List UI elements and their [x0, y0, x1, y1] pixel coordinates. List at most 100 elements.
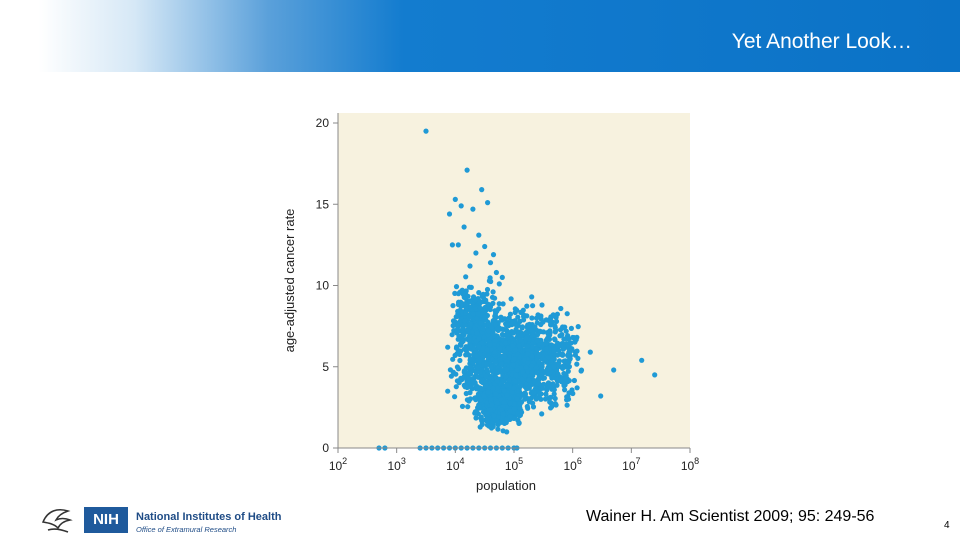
cluster-point	[534, 337, 540, 344]
cluster-point	[525, 351, 531, 357]
title-bar: Yet Another Look…	[0, 0, 960, 72]
cluster-point	[487, 407, 494, 413]
cluster-point	[533, 365, 539, 371]
cluster-point	[537, 390, 543, 397]
cluster-point	[488, 324, 495, 330]
x-tick-label: 102	[329, 456, 347, 473]
cluster-point	[482, 379, 489, 385]
cluster-point	[484, 347, 490, 353]
cluster-point	[500, 428, 506, 434]
nih-logo-box: NIH	[84, 507, 128, 533]
data-point	[539, 302, 545, 308]
x-tick-label: 104	[446, 456, 464, 473]
cluster-point	[525, 343, 531, 349]
cluster-point	[467, 356, 474, 362]
cluster-point	[466, 334, 472, 340]
cluster-point	[455, 291, 462, 297]
cluster-point	[493, 418, 500, 424]
cluster-point	[529, 369, 535, 375]
cluster-point	[504, 328, 510, 334]
cluster-point	[571, 377, 577, 384]
cluster-point	[567, 348, 573, 354]
cluster-point	[449, 332, 455, 338]
cluster-point	[477, 305, 483, 311]
data-point	[652, 372, 658, 378]
cluster-point	[517, 383, 524, 389]
nih-logo-name: National Institutes of Health	[136, 511, 282, 523]
cluster-point	[480, 345, 486, 351]
cluster-point	[551, 387, 557, 393]
cluster-point	[575, 324, 581, 330]
cluster-point	[463, 288, 469, 294]
cluster-point	[504, 366, 510, 373]
data-point	[487, 260, 494, 266]
cluster-point	[516, 420, 522, 426]
cluster-point	[515, 314, 521, 320]
cluster-point	[533, 369, 539, 375]
cluster-point	[488, 364, 494, 370]
cluster-point	[553, 318, 560, 324]
cluster-point	[494, 325, 501, 331]
cluster-point	[473, 315, 480, 321]
cluster-point	[499, 331, 505, 338]
cluster-point	[509, 335, 515, 341]
cluster-point	[538, 329, 544, 335]
cluster-point	[467, 298, 473, 304]
cluster-point	[460, 338, 466, 344]
cluster-point	[545, 329, 551, 336]
data-point	[552, 313, 558, 319]
citation: Wainer H. Am Scientist 2009; 95: 249-56	[586, 508, 875, 525]
cluster-point	[560, 365, 566, 371]
cluster-point	[448, 373, 454, 379]
cluster-point	[485, 301, 491, 307]
cluster-point	[554, 352, 561, 358]
data-point	[455, 242, 461, 248]
cluster-point	[519, 376, 525, 382]
data-point	[490, 252, 497, 258]
data-point	[461, 224, 467, 230]
data-point	[449, 242, 455, 248]
cluster-point	[547, 399, 553, 405]
data-point	[473, 250, 479, 256]
cluster-point	[468, 371, 474, 377]
cluster-point	[578, 368, 584, 374]
cluster-point	[466, 337, 472, 343]
cluster-point	[557, 377, 564, 383]
cluster-point	[501, 399, 507, 405]
cluster-point	[468, 364, 474, 370]
cluster-point	[539, 411, 545, 417]
y-axis-label: age-adjusted cancer rate	[282, 209, 297, 353]
cluster-point	[552, 395, 558, 402]
cluster-point	[494, 308, 500, 314]
cluster-point	[526, 323, 532, 329]
cluster-point	[536, 353, 542, 359]
cluster-point	[511, 356, 517, 362]
cluster-point	[465, 293, 471, 299]
cluster-point	[518, 337, 524, 343]
cluster-point	[473, 415, 479, 421]
cluster-point	[560, 352, 566, 358]
cluster-point	[490, 289, 496, 295]
data-point	[598, 393, 604, 399]
cluster-point	[478, 396, 484, 403]
cluster-point	[519, 324, 526, 330]
cluster-point	[494, 369, 501, 376]
data-point	[476, 232, 482, 238]
cluster-point	[500, 301, 506, 307]
cluster-point	[493, 391, 499, 397]
cluster-point	[507, 414, 513, 420]
cluster-point	[484, 367, 490, 373]
cluster-point	[463, 301, 469, 307]
cluster-point	[516, 413, 522, 419]
cluster-point	[560, 346, 566, 352]
cluster-point	[572, 352, 578, 358]
data-point	[587, 349, 593, 355]
cluster-point	[476, 344, 482, 350]
cluster-point	[520, 369, 526, 375]
y-tick-label: 15	[316, 197, 330, 211]
cluster-point	[536, 359, 542, 365]
data-point	[482, 243, 488, 250]
cluster-point	[510, 362, 516, 368]
cluster-point	[478, 415, 484, 422]
cluster-point	[480, 355, 486, 361]
